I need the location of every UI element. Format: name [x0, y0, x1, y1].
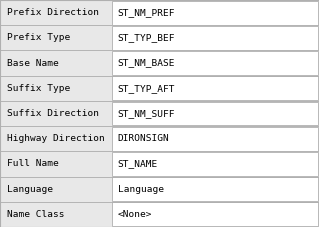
Text: Language: Language: [118, 185, 164, 194]
Bar: [0, 0, 319, 25]
Bar: [112, 1, 318, 25]
Text: ST_TYP_AFT: ST_TYP_AFT: [118, 84, 175, 93]
Bar: [0, 202, 319, 227]
Text: Suffix Direction: Suffix Direction: [7, 109, 99, 118]
Bar: [0, 101, 319, 126]
Bar: [0, 25, 319, 50]
Text: Suffix Type: Suffix Type: [7, 84, 70, 93]
Bar: [0, 177, 319, 202]
Text: Highway Direction: Highway Direction: [7, 134, 105, 143]
Text: Prefix Type: Prefix Type: [7, 33, 70, 42]
Bar: [0, 50, 319, 76]
Bar: [112, 127, 318, 151]
Text: DIRONSIGN: DIRONSIGN: [118, 134, 169, 143]
Text: ST_NM_PREF: ST_NM_PREF: [118, 8, 175, 17]
Bar: [0, 76, 319, 101]
Text: Language: Language: [7, 185, 53, 194]
Text: ST_NM_BASE: ST_NM_BASE: [118, 59, 175, 68]
Bar: [112, 101, 318, 126]
Text: ST_TYP_BEF: ST_TYP_BEF: [118, 33, 175, 42]
Bar: [112, 202, 318, 226]
Text: ST_NM_SUFF: ST_NM_SUFF: [118, 109, 175, 118]
Bar: [112, 152, 318, 176]
Bar: [0, 126, 319, 151]
Bar: [112, 177, 318, 201]
Text: ST_NAME: ST_NAME: [118, 159, 158, 168]
Text: Name Class: Name Class: [7, 210, 64, 219]
Bar: [112, 26, 318, 50]
Text: Prefix Direction: Prefix Direction: [7, 8, 99, 17]
Text: Full Name: Full Name: [7, 159, 59, 168]
Text: <None>: <None>: [118, 210, 152, 219]
Bar: [0, 151, 319, 177]
Bar: [112, 76, 318, 100]
Bar: [112, 51, 318, 75]
Text: Base Name: Base Name: [7, 59, 59, 68]
